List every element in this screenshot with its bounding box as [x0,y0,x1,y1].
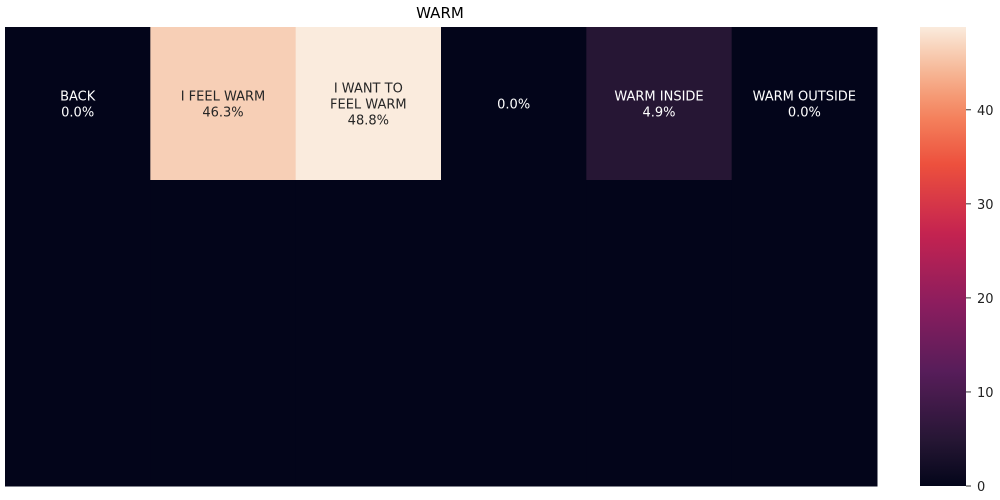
cell-label-line: I FEEL WARM [181,90,266,105]
colorbar-tick-label-0: 0 [977,480,985,495]
cell-label-line: 4.9% [642,106,675,121]
cell-label-r0-c3: 0.0% [497,98,530,113]
heatmap-cell-r1-c4 [586,180,733,334]
heatmap-cell-r2-c4 [586,333,733,487]
cell-label-r0-c5: WARM OUTSIDE 0.0% [753,90,856,121]
heatmap-cell-r1-c5 [731,180,878,334]
heatmap-cell-r2-c3 [441,333,587,487]
colorbar-tick-label-20: 20 [977,292,994,307]
heatmap-cell-r1-c2 [295,180,442,334]
cell-label-line: WARM OUTSIDE [753,90,856,105]
cell-label-r0-c4: WARM INSIDE 4.9% [614,90,703,121]
heatmap-cell-r0-c1 [150,27,297,181]
cell-label-line: WARM INSIDE [614,90,703,105]
heatmap-cell-r0-c4 [586,27,733,181]
heatmap-cell-r1-c3 [441,180,587,334]
cell-label-line: BACK [60,90,96,105]
heatmap-cell-r2-c0 [5,333,151,487]
heatmap-cell-r1-c0 [5,180,151,334]
heatmap-cell-r2-c1 [150,333,297,487]
heatmap-cell-r0-c3 [441,27,587,181]
colorbar: 0 10 20 30 40 [920,27,994,495]
cell-label-line: 46.3% [202,106,243,121]
cell-label-line: 48.8% [348,114,389,129]
heatmap-cell-r0-c5 [731,27,878,181]
heatmap-cell-r0-c0 [5,27,151,181]
heatmap-cell-r2-c2 [295,333,442,487]
cell-label-line: FEEL WARM [330,98,407,113]
chart-title: WARM [416,4,464,22]
cell-label-r0-c0: BACK 0.0% [60,90,96,121]
colorbar-tick-label-10: 10 [977,386,994,401]
colorbar-tick-label-40: 40 [977,104,994,119]
colorbar-gradient [920,27,966,486]
colorbar-tick-label-30: 30 [977,198,994,213]
heatmap-cell-r2-c5 [731,333,878,487]
heatmap-cells: BACK 0.0%I FEEL WARM 46.3%I WANT TO FEEL WA… [5,27,878,487]
cell-label-line: I WANT TO [334,82,403,97]
cell-label-r0-c2: I WANT TO FEEL WARM 48.8% [330,82,407,129]
cell-label-r0-c1: I FEEL WARM 46.3% [181,90,266,121]
heatmap-cell-r1-c1 [150,180,297,334]
heatmap-cell-r0-c2 [295,27,442,181]
cell-label-line: 0.0% [497,98,530,113]
cell-label-line: 0.0% [788,106,821,121]
cell-label-line: 0.0% [61,106,94,121]
